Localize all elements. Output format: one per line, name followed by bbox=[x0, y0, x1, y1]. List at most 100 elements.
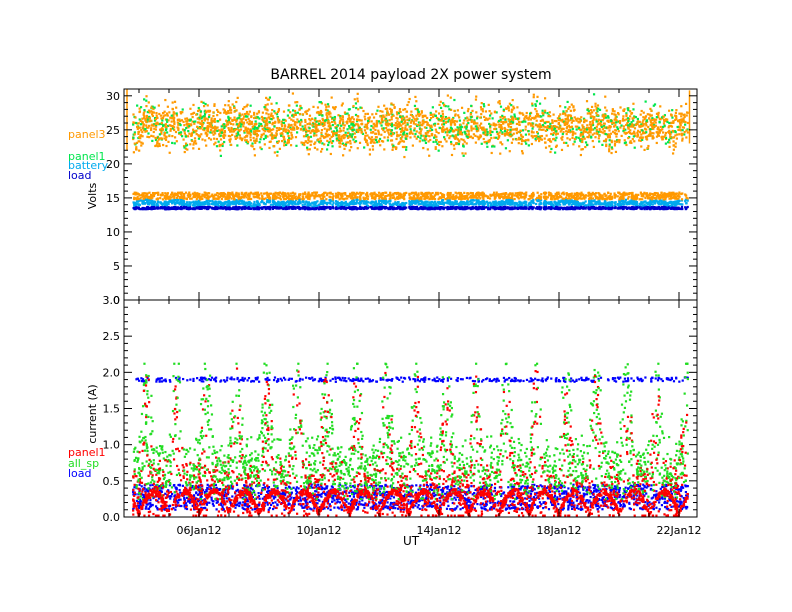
battery-voltage-point bbox=[253, 200, 256, 204]
battery-voltage-point bbox=[196, 204, 199, 207]
panel3-low-point bbox=[458, 191, 461, 195]
panel3-low-point bbox=[262, 197, 266, 201]
load-voltage-point bbox=[226, 207, 229, 210]
battery-voltage-point bbox=[475, 203, 478, 206]
panel3-low-point bbox=[582, 196, 585, 199]
battery-voltage-point bbox=[627, 202, 631, 206]
load-voltage-point bbox=[653, 206, 657, 209]
battery-voltage-point bbox=[302, 200, 305, 203]
panel3-low-point bbox=[672, 191, 675, 194]
panel3-low-point bbox=[504, 192, 507, 196]
panel3-low-point bbox=[139, 197, 142, 200]
load-voltage-point bbox=[187, 205, 190, 209]
panel3-voltage-point bbox=[675, 109, 678, 112]
battery-voltage-point bbox=[165, 203, 168, 206]
battery-voltage-point bbox=[522, 202, 525, 205]
load-voltage-point bbox=[505, 206, 508, 209]
panel3-voltage-point bbox=[292, 115, 295, 118]
battery-voltage-point bbox=[635, 203, 638, 207]
panel3-voltage-point bbox=[517, 142, 520, 145]
panel3-low-point bbox=[466, 194, 469, 198]
panel3-voltage-point bbox=[227, 127, 230, 130]
panel3-low-point bbox=[351, 191, 354, 194]
battery-voltage-point bbox=[137, 200, 140, 203]
panel3-voltage-point bbox=[592, 118, 595, 121]
battery-voltage-point bbox=[384, 200, 387, 204]
panel3-low-point bbox=[496, 194, 499, 197]
battery-voltage-point bbox=[591, 200, 594, 203]
panel3-voltage-point bbox=[428, 154, 431, 157]
battery-voltage-point bbox=[156, 201, 159, 204]
panel3-low-point bbox=[433, 197, 437, 201]
panel3-low-point bbox=[359, 193, 362, 197]
panel1-voltage-point bbox=[166, 120, 169, 123]
battery-voltage-point bbox=[337, 205, 340, 208]
panel3-low-point bbox=[488, 197, 492, 200]
panel3-low-point bbox=[186, 194, 189, 197]
panel3-voltage-point bbox=[320, 121, 323, 124]
panel3-voltage-point bbox=[640, 133, 643, 136]
battery-voltage-point bbox=[196, 201, 199, 204]
load-voltage-point bbox=[535, 207, 538, 210]
panel3-low-point bbox=[408, 194, 411, 197]
battery-voltage-point bbox=[132, 201, 135, 204]
panel3-low-point bbox=[384, 197, 387, 200]
battery-voltage-point bbox=[497, 202, 500, 205]
panel3-voltage-point bbox=[664, 118, 667, 121]
panel3-low-point bbox=[522, 196, 525, 199]
battery-voltage-point bbox=[545, 201, 548, 204]
panel3-low-point bbox=[178, 197, 181, 200]
panel3-voltage-point bbox=[400, 124, 403, 127]
load-voltage-point bbox=[317, 208, 321, 211]
panel3-low-point bbox=[517, 197, 520, 200]
panel3-low-point bbox=[346, 194, 349, 198]
panel3-low-point bbox=[536, 196, 539, 200]
panel3-low-point bbox=[673, 193, 676, 197]
panel3-low-point bbox=[640, 192, 643, 195]
battery-voltage-point bbox=[552, 203, 555, 206]
load-voltage-point bbox=[389, 205, 392, 209]
load-voltage-point bbox=[207, 207, 210, 211]
battery-voltage-point bbox=[222, 203, 225, 206]
battery-voltage-point bbox=[198, 199, 201, 202]
panel3-voltage-point bbox=[162, 115, 165, 118]
battery-voltage-point bbox=[240, 199, 243, 202]
panel3-voltage-point bbox=[474, 134, 477, 137]
panel3-low-point bbox=[402, 192, 406, 195]
load-voltage-point bbox=[496, 206, 499, 210]
panel3-voltage-point bbox=[397, 134, 401, 137]
panel1-voltage-point bbox=[580, 131, 583, 134]
panel3-low-point bbox=[466, 192, 469, 195]
panel3-low-point bbox=[137, 197, 140, 201]
panel3-low-point bbox=[148, 196, 151, 199]
panel1-voltage-point bbox=[434, 122, 437, 125]
panel3-low-point bbox=[479, 197, 482, 200]
panel3-low-point bbox=[397, 196, 400, 199]
battery-voltage-point bbox=[426, 204, 429, 208]
panel3-low-point bbox=[228, 193, 231, 196]
battery-voltage-point bbox=[306, 201, 310, 205]
battery-voltage-point bbox=[228, 199, 231, 202]
battery-voltage-point bbox=[194, 202, 197, 205]
panel3-low-point bbox=[481, 195, 484, 198]
load-voltage-point bbox=[501, 208, 504, 211]
panel3-low-point bbox=[223, 194, 226, 197]
panel3-low-point bbox=[549, 192, 552, 195]
load-voltage-point bbox=[374, 206, 377, 209]
panel3-voltage-point bbox=[576, 117, 579, 120]
battery-voltage-point bbox=[519, 202, 522, 205]
battery-voltage-point bbox=[359, 202, 362, 205]
panel3-voltage-point bbox=[552, 113, 555, 116]
battery-voltage-point bbox=[291, 200, 294, 203]
panel3-voltage-point bbox=[611, 130, 615, 133]
battery-voltage-point bbox=[233, 200, 236, 203]
panel1-voltage-point bbox=[166, 124, 170, 128]
panel3-low-point bbox=[287, 192, 290, 195]
load-voltage-point bbox=[442, 206, 446, 210]
battery-voltage-point bbox=[595, 201, 598, 204]
panel3-low-point bbox=[545, 191, 548, 195]
panel3-voltage-point bbox=[437, 122, 440, 126]
panel3-low-point bbox=[678, 195, 681, 198]
load-voltage-point bbox=[574, 207, 578, 210]
load-voltage-point bbox=[391, 205, 394, 209]
